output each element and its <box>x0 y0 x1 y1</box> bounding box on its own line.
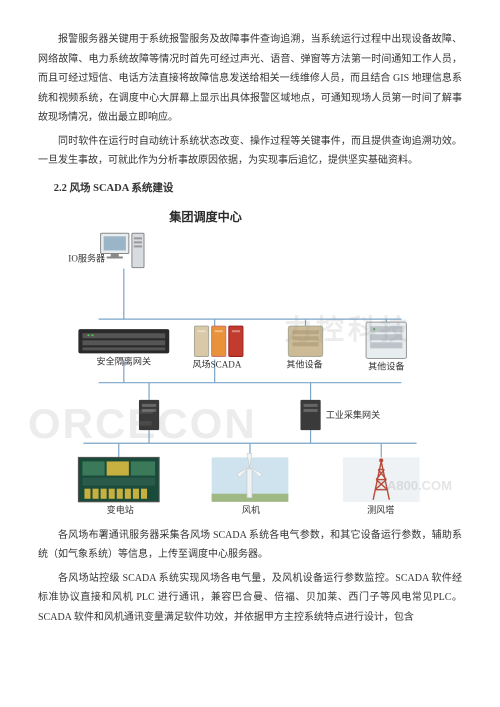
turbine-icon <box>212 453 289 501</box>
gateway-label: 安全隔离网关 <box>97 355 151 366</box>
other-device-2-icon <box>366 322 406 358</box>
industrial-gateway-2-icon <box>300 400 320 430</box>
scada-icon <box>194 326 242 356</box>
paragraph-3: 各风场布署通讯服务器采集各风场 SCADA 系统各电气参数，和其它设备运行参数，… <box>38 526 462 565</box>
turbine-label: 风机 <box>242 504 260 515</box>
gateway-icon <box>78 329 169 353</box>
paragraph-2: 同时软件在运行时自动统计系统状态改变、操作过程等关键事件，而且提供查询追溯功效。… <box>38 132 462 171</box>
paragraph-4: 各风场站控级 SCADA 系统实现风场各电气量，及风机设备运行参数监控。SCAD… <box>38 569 462 628</box>
paragraph-1: 报警服务器关键用于系统报警服务及故障事件查询追溯，当系统运行过程中出现设备故障、… <box>38 30 462 128</box>
ind-gateway-label: 工业采集网关 <box>326 409 380 420</box>
other-device-1-icon <box>288 326 322 356</box>
other1-label: 其他设备 <box>286 359 322 370</box>
substation-icon <box>78 457 159 501</box>
diagram-title: 集团调度中心 <box>168 209 242 224</box>
substation-label: 变电站 <box>107 504 134 515</box>
other2-label: 其他设备 <box>368 361 404 372</box>
met-tower-icon <box>343 457 420 501</box>
tower-label: 测风塔 <box>367 504 394 515</box>
section-title: 2.2 风场 SCADA 系统建设 <box>54 179 462 199</box>
scada-label: 风场SCADA <box>192 360 241 370</box>
io-server-icon <box>101 233 144 267</box>
diagram-svg: 集团调度中心 IO服务器 安全隔离网关 <box>38 203 462 516</box>
industrial-gateway-1-icon <box>139 400 159 430</box>
io-server-label: IO服务器 <box>68 253 105 264</box>
scada-diagram: 力控科技 ORCECON CA800.COM <box>38 203 462 516</box>
